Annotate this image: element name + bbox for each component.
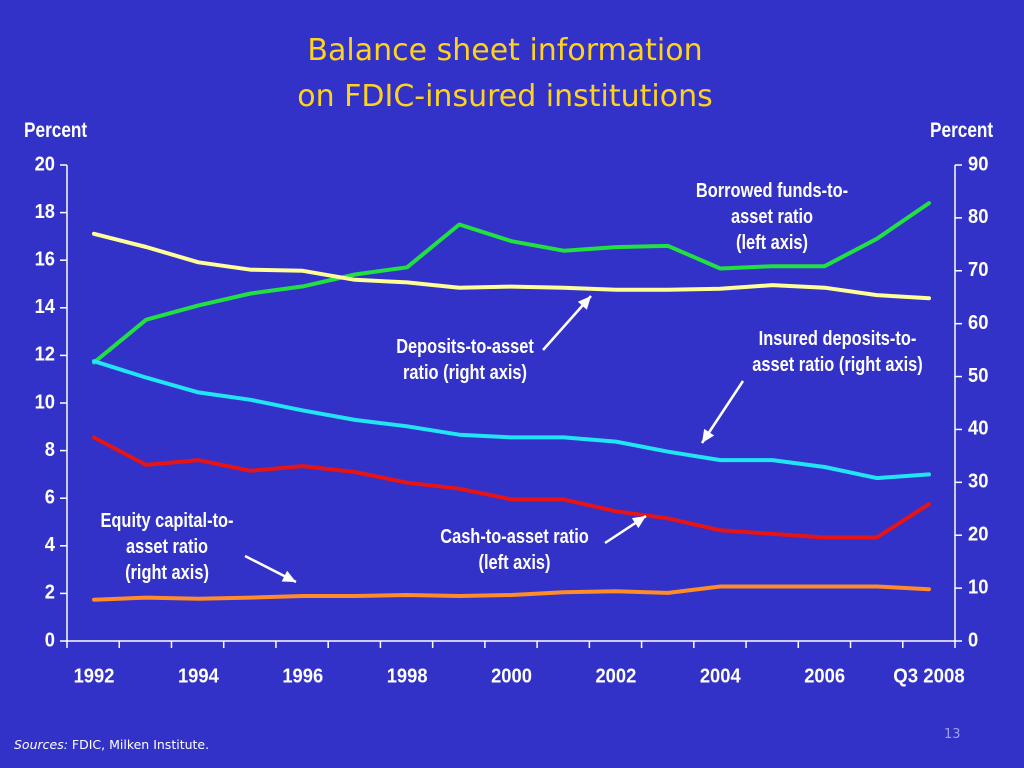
annotation-line: asset ratio [730, 206, 814, 228]
right-tick-label: 70 [968, 259, 988, 281]
insured-deposits-arrow-head [702, 428, 715, 443]
annotation-line: ratio (right axis) [403, 362, 527, 384]
annotation-line: asset ratio [125, 536, 209, 558]
right-tick-label: 60 [968, 312, 988, 334]
annotation-line: asset ratio (right axis) [752, 354, 923, 376]
right-tick-label: 50 [968, 365, 988, 387]
x-tick-label: 2002 [595, 665, 636, 687]
left-axis-unit: Percent [24, 119, 88, 142]
series-line-cash-to-asset-ratio [92, 435, 931, 540]
left-tick-label: 12 [35, 344, 55, 366]
x-tick-label: 1994 [178, 665, 220, 687]
left-tick-label: 4 [45, 534, 56, 556]
right-tick-label: 40 [968, 418, 988, 440]
left-tick-label: 18 [35, 201, 55, 223]
series-lines [92, 201, 931, 602]
right-tick-label: 30 [968, 471, 988, 493]
right-tick-label: 80 [968, 206, 988, 228]
x-tick-label: 2000 [491, 665, 532, 687]
equity-capital-arrow-head [281, 570, 296, 582]
title-line-2: on FDIC-insured institutions [297, 79, 713, 114]
x-tick-label: 1998 [387, 665, 428, 687]
annotation-line: (left axis) [735, 232, 809, 254]
right-tick-label: 0 [968, 629, 978, 651]
annotation-line: Equity capital-to- [100, 510, 234, 532]
series-line-equity-capital-to-asset-ratio [92, 584, 931, 602]
annotation-arrows [244, 295, 745, 584]
left-tick-label: 16 [35, 248, 55, 270]
axes: 0 2 4 6 8 10 12 14 16 18 20 0 10 20 30 40 50 60 70 80 90 1992… [35, 153, 989, 687]
x-tick-label: Q3 2008 [893, 665, 964, 687]
left-tick-label: 2 [45, 582, 55, 604]
left-tick-label: 20 [35, 153, 55, 175]
annotation-borrowed-funds: Borrowed funds-to- asset ratio (left axi… [690, 178, 854, 256]
series-line-borrowed-funds-to-asset-ratio [92, 201, 931, 365]
page-number: 13 [944, 727, 961, 742]
annotation-line: Cash-to-asset ratio [440, 526, 589, 548]
x-tick-label: 1992 [74, 665, 115, 687]
x-tick-label: 2006 [804, 665, 845, 687]
x-tick-label: 2004 [700, 665, 742, 687]
series-line-deposits-to-asset-ratio [92, 231, 931, 301]
sources-text: FDIC, Milken Institute. [67, 737, 210, 752]
right-tick-label: 10 [968, 576, 988, 598]
deposits-arrow-head [577, 296, 591, 310]
annotation-line: Borrowed funds-to- [695, 180, 849, 202]
x-tick-label: 1996 [282, 665, 323, 687]
right-tick-label: 20 [968, 524, 988, 546]
right-tick-label: 90 [968, 153, 988, 175]
annotation-line: Deposits-to-asset [396, 336, 534, 358]
left-tick-label: 8 [45, 439, 55, 461]
annotation-insured-deposits: Insured deposits-to- asset ratio (right … [745, 326, 930, 378]
sources-footnote: Sources: FDIC, Milken Institute. [14, 737, 209, 752]
left-tick-label: 6 [45, 486, 55, 508]
right-axis-unit: Percent [930, 119, 994, 142]
left-tick-label: 0 [45, 629, 55, 651]
annotation-line: (left axis) [478, 552, 551, 574]
annotation-cash: Cash-to-asset ratio (left axis) [430, 524, 598, 576]
annotation-line: (right axis) [125, 562, 209, 584]
cash-arrow-head [631, 516, 646, 529]
title-line-1: Balance sheet information [307, 33, 703, 68]
sources-label: Sources: [14, 737, 68, 752]
left-tick-label: 10 [35, 391, 55, 413]
annotation-deposits: Deposits-to-asset ratio (right axis) [387, 334, 543, 386]
annotation-line: Insured deposits-to- [758, 328, 917, 350]
series-line-insured-deposits-to-asset-ratio [92, 359, 931, 481]
annotation-equity-capital: Equity capital-to- asset ratio (right ax… [89, 508, 245, 586]
chart-title: Balance sheet information on FDIC-insure… [0, 28, 1010, 120]
left-tick-label: 14 [35, 296, 56, 318]
